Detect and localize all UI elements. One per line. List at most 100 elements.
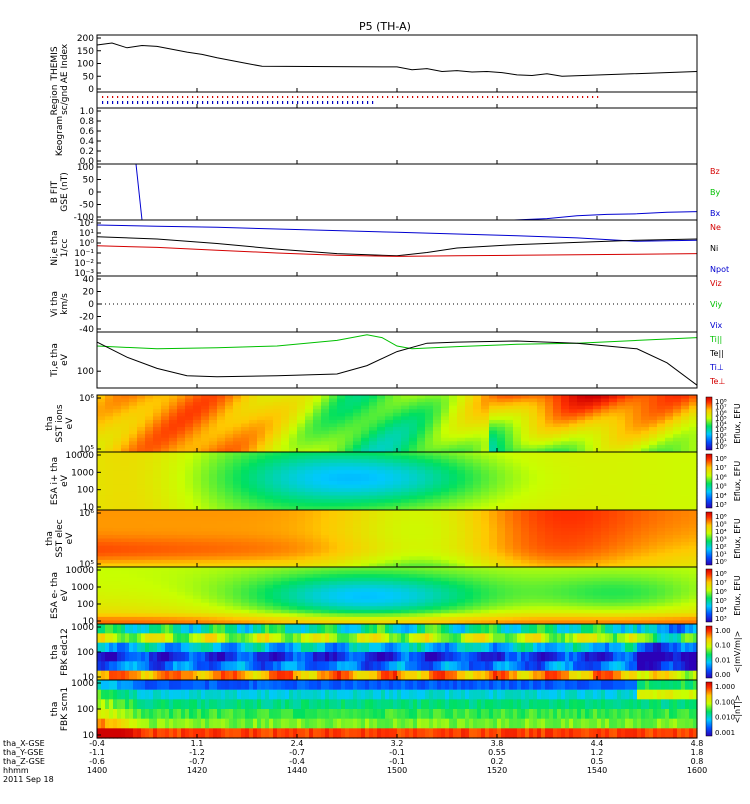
spectrogram-cell (449, 578, 458, 582)
spectrogram-cell (281, 510, 290, 514)
spectrogram-cell (297, 503, 306, 507)
spectrogram-cell (161, 521, 170, 525)
spectrogram-cell (353, 510, 362, 514)
spectrogram-cell (497, 581, 506, 585)
spectrogram-cell (481, 521, 490, 525)
spectrogram-cell (401, 553, 410, 557)
spectrogram-cell (185, 617, 194, 621)
spectrogram-cell (505, 395, 514, 399)
spectrogram-cell (225, 539, 234, 543)
spectrogram-cell (673, 434, 682, 438)
spectrogram-cell (577, 610, 586, 614)
spectrogram-cell (441, 424, 450, 428)
spectrogram-cell (193, 517, 202, 521)
spectrogram-cell (233, 477, 242, 481)
spectrogram-cell (241, 581, 250, 585)
spectrogram-cell (441, 585, 450, 589)
y-axis-label-line: sc/gnd (60, 85, 70, 115)
spectrogram-cell (441, 596, 450, 600)
spectrogram-cell (673, 470, 682, 474)
spectrogram-cell (329, 524, 338, 528)
legend-label: Te⊥ (709, 377, 725, 386)
spectrogram-cell (105, 514, 114, 518)
spectrogram-cell (105, 499, 114, 503)
spectrogram-cell (145, 416, 154, 420)
spectrogram-cell (657, 445, 666, 449)
spectrogram-cell (425, 581, 434, 585)
spectrogram-cell (201, 445, 210, 449)
colorbar-tick-label: 10⁶ (715, 473, 727, 481)
spectrogram-cell (489, 459, 498, 463)
spectrogram-cell (449, 581, 458, 585)
spectrogram-cell (433, 596, 442, 600)
spectrogram-cell (473, 452, 482, 456)
spectrogram-cell (185, 539, 194, 543)
spectrogram-cell (241, 441, 250, 445)
spectrogram-cell (105, 441, 114, 445)
spectrogram-cell (529, 481, 538, 485)
spectrogram-cell (281, 528, 290, 532)
spectrogram-cell (273, 399, 282, 403)
spectrogram-cell (145, 610, 154, 614)
spectrogram-cell (553, 488, 562, 492)
spectrogram-cell (529, 438, 538, 442)
spectrogram-cell (441, 434, 450, 438)
spectrogram-cell (385, 560, 394, 564)
spectrogram-cell (185, 463, 194, 467)
spectrogram-cell (457, 556, 466, 560)
spectrogram-cell (353, 560, 362, 564)
spectrogram-cell (497, 445, 506, 449)
spectrogram-cell (465, 517, 474, 521)
spectrogram-cell (225, 438, 234, 442)
spectrogram-cell (625, 524, 634, 528)
spectrogram-cell (201, 514, 210, 518)
spectrogram-cell (105, 603, 114, 607)
spectrogram-cell (465, 474, 474, 478)
spectrogram-cell (185, 434, 194, 438)
spectrogram-cell (297, 578, 306, 582)
spectrogram-cell (665, 456, 674, 460)
legend-label: Bx (710, 209, 720, 218)
spectrogram-cell (313, 585, 322, 589)
spectrogram-cell (457, 438, 466, 442)
region-mark-bottom (252, 101, 253, 104)
spectrogram-cell (545, 420, 554, 424)
spectrogram-cell (537, 524, 546, 528)
region-mark-top (402, 96, 403, 98)
spectrogram-cell (593, 459, 602, 463)
spectrogram-cell (489, 463, 498, 467)
spectrogram-cell (337, 535, 346, 539)
spectrogram-cell (617, 399, 626, 403)
spectrogram-cell (249, 485, 258, 489)
spectrogram-cell (489, 571, 498, 575)
spectrogram-cell (665, 503, 674, 507)
spectrogram-cell (601, 434, 610, 438)
spectrogram-cell (401, 434, 410, 438)
spectrogram-cell (489, 438, 498, 442)
spectrogram-cell (553, 535, 562, 539)
spectrogram-cell (457, 567, 466, 571)
spectrogram-cell (113, 531, 122, 535)
spectrogram-cell (513, 556, 522, 560)
spectrogram-cell (281, 492, 290, 496)
spectrogram-cell (337, 434, 346, 438)
spectrogram-cell (641, 546, 650, 550)
spectrogram-cell (97, 613, 106, 617)
spectrogram-cell (113, 395, 122, 399)
spectrogram-cell (241, 409, 250, 413)
spectrogram-cell (545, 574, 554, 578)
spectrogram-cell (665, 406, 674, 410)
spectrogram-cell (313, 424, 322, 428)
spectrogram-cell (185, 420, 194, 424)
region-mark-top (582, 96, 583, 98)
spectrogram-cell (457, 395, 466, 399)
spectrogram-cell (121, 492, 130, 496)
spectrogram-cell (289, 606, 298, 610)
spectrogram-cell (297, 581, 306, 585)
spectrogram-cell (361, 510, 370, 514)
spectrogram-cell (369, 528, 378, 532)
region-mark-bottom (257, 101, 258, 104)
spectrogram-cell (129, 567, 138, 571)
spectrogram-cell (369, 499, 378, 503)
spectrogram-cell (297, 553, 306, 557)
